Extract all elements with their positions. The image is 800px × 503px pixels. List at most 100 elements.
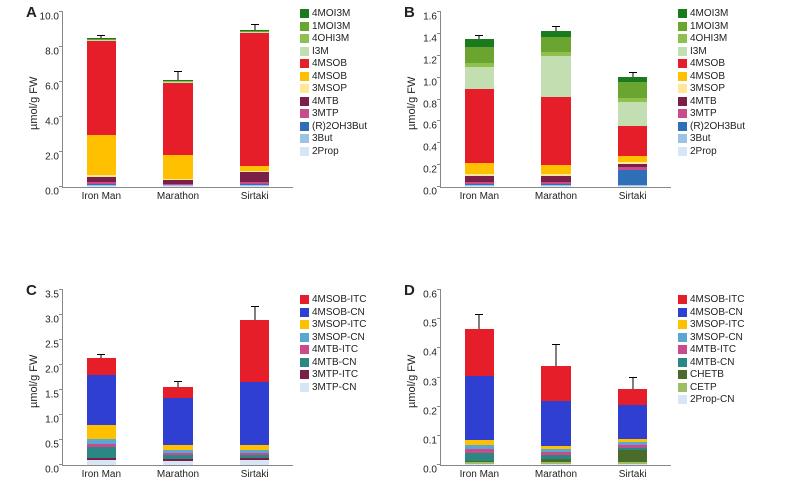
segment-3MSOP xyxy=(465,174,494,176)
ytick: 0.0 xyxy=(45,187,63,198)
y-axis-label: µmol/g FW xyxy=(28,354,40,407)
segment-I3M xyxy=(87,40,116,41)
legend-item: 4MSOB-ITC xyxy=(678,294,744,305)
legend-swatch xyxy=(678,370,687,379)
segment-2Prop xyxy=(618,186,647,187)
segment-(R)2OH3But xyxy=(465,184,494,185)
legend-swatch xyxy=(300,9,309,18)
legend-swatch xyxy=(678,59,687,68)
segment-1MOI3M xyxy=(87,39,116,40)
legend-swatch xyxy=(678,134,687,143)
segment-3MSOP-ITC xyxy=(240,445,269,450)
segment-CHETB xyxy=(465,461,494,462)
legend-item: (R)2OH3But xyxy=(678,121,745,132)
legend-swatch xyxy=(300,59,309,68)
segment-(R)2OH3But xyxy=(87,184,116,186)
ytick: 0.2 xyxy=(423,165,441,176)
legend-swatch xyxy=(300,109,309,118)
legend-item: 4OHI3M xyxy=(678,33,745,44)
segment-3MSOP-CN xyxy=(87,439,116,444)
ytick: 0.2 xyxy=(423,406,441,417)
plot-C: 0.00.51.01.52.02.53.03.5Iron ManMarathon… xyxy=(62,290,293,466)
panel-label-C: C xyxy=(26,282,37,299)
ytick-mark xyxy=(59,314,63,315)
ytick: 0.4 xyxy=(423,143,441,154)
legend-swatch xyxy=(678,22,687,31)
legend-item: 4MSOB-ITC xyxy=(300,294,366,305)
error-cap xyxy=(629,377,637,378)
segment-4MSOB-CN xyxy=(541,401,570,446)
legend-item: 3But xyxy=(300,133,367,144)
legend-swatch xyxy=(678,109,687,118)
segment-4MSOB_red xyxy=(87,41,116,135)
legend-item: 4OHI3M xyxy=(300,33,367,44)
legend-label: 4MOI3M xyxy=(312,8,350,19)
legend-label: 4MSOB xyxy=(312,71,347,82)
segment-4OHI3M xyxy=(541,52,570,55)
ytick: 2.5 xyxy=(45,340,63,351)
legend-label: 4MSOB-ITC xyxy=(312,294,366,305)
legend-swatch xyxy=(300,34,309,43)
segment-3MSOP-ITC xyxy=(541,446,570,449)
segment-4MSOB-CN xyxy=(163,398,192,446)
ytick-mark xyxy=(59,186,63,187)
ytick-mark xyxy=(437,289,441,290)
ytick-mark xyxy=(59,289,63,290)
legend-label: 2Prop xyxy=(312,146,339,157)
segment-3MTP xyxy=(87,182,116,184)
segment-4MSOB-CN xyxy=(465,376,494,440)
ytick: 1.6 xyxy=(423,12,441,23)
legend-label: 3MSOP-CN xyxy=(690,332,743,343)
ytick-mark xyxy=(59,81,63,82)
ytick: 0.8 xyxy=(423,99,441,110)
segment-4MTB-CN xyxy=(541,455,570,459)
legend-label: 4MSOB xyxy=(690,71,725,82)
legend-swatch xyxy=(300,122,309,131)
ytick-mark xyxy=(437,55,441,56)
error-bar xyxy=(479,315,480,330)
legend-item: 4MSOB xyxy=(300,58,367,69)
segment-4MOI3M xyxy=(541,31,570,38)
bar xyxy=(618,290,647,465)
error-bar xyxy=(632,378,633,390)
legend-label: CHETB xyxy=(690,369,724,380)
segment-3MSOP xyxy=(87,175,116,177)
segment-3But xyxy=(465,185,494,186)
segment-3MSOP-CN xyxy=(163,450,192,453)
legend-label: 2Prop xyxy=(690,146,717,157)
segment-4MTB-CN xyxy=(163,455,192,459)
segment-(R)2OH3But xyxy=(163,184,192,185)
segment-3MTP xyxy=(240,182,269,184)
legend-label: 3MSOP-ITC xyxy=(690,319,744,330)
plot-B: 0.00.20.40.60.81.01.21.41.6Iron ManMarat… xyxy=(440,12,671,188)
segment-CETP xyxy=(465,462,494,463)
legend-item: 3MSOP-CN xyxy=(678,332,744,343)
segment-2Prop-CN xyxy=(465,464,494,465)
segment-4MSOB-ITC xyxy=(163,387,192,398)
segment-I3M xyxy=(541,56,570,98)
legend-label: 4MSOB-CN xyxy=(690,307,743,318)
error-cap xyxy=(629,72,637,73)
segment-4MTB-ITC xyxy=(87,444,116,447)
category-label: Iron Man xyxy=(460,469,499,480)
segment-3MSOP-ITC xyxy=(465,440,494,444)
segment-4MSOB xyxy=(541,165,570,174)
legend-item: CETP xyxy=(678,382,744,393)
ytick-mark xyxy=(59,151,63,152)
legend-D: 4MSOB-ITC4MSOB-CN3MSOP-ITC3MSOP-CN4MTB-I… xyxy=(678,294,744,407)
panel-label-A: A xyxy=(26,4,37,21)
error-cap xyxy=(97,354,105,355)
category-label: Iron Man xyxy=(82,469,121,480)
legend-item: 3But xyxy=(678,133,745,144)
legend-item: 3MTP xyxy=(300,108,367,119)
segment-2Prop-CN xyxy=(618,464,647,465)
legend-label: (R)2OH3But xyxy=(312,121,367,132)
legend-swatch xyxy=(678,34,687,43)
legend-label: 4MTB xyxy=(690,96,717,107)
segment-3But xyxy=(163,185,192,186)
segment-4MTB-ITC xyxy=(541,452,570,455)
error-bar xyxy=(101,355,102,358)
legend-item: 1MOI3M xyxy=(300,21,367,32)
error-cap xyxy=(174,71,182,72)
legend-swatch xyxy=(678,320,687,329)
